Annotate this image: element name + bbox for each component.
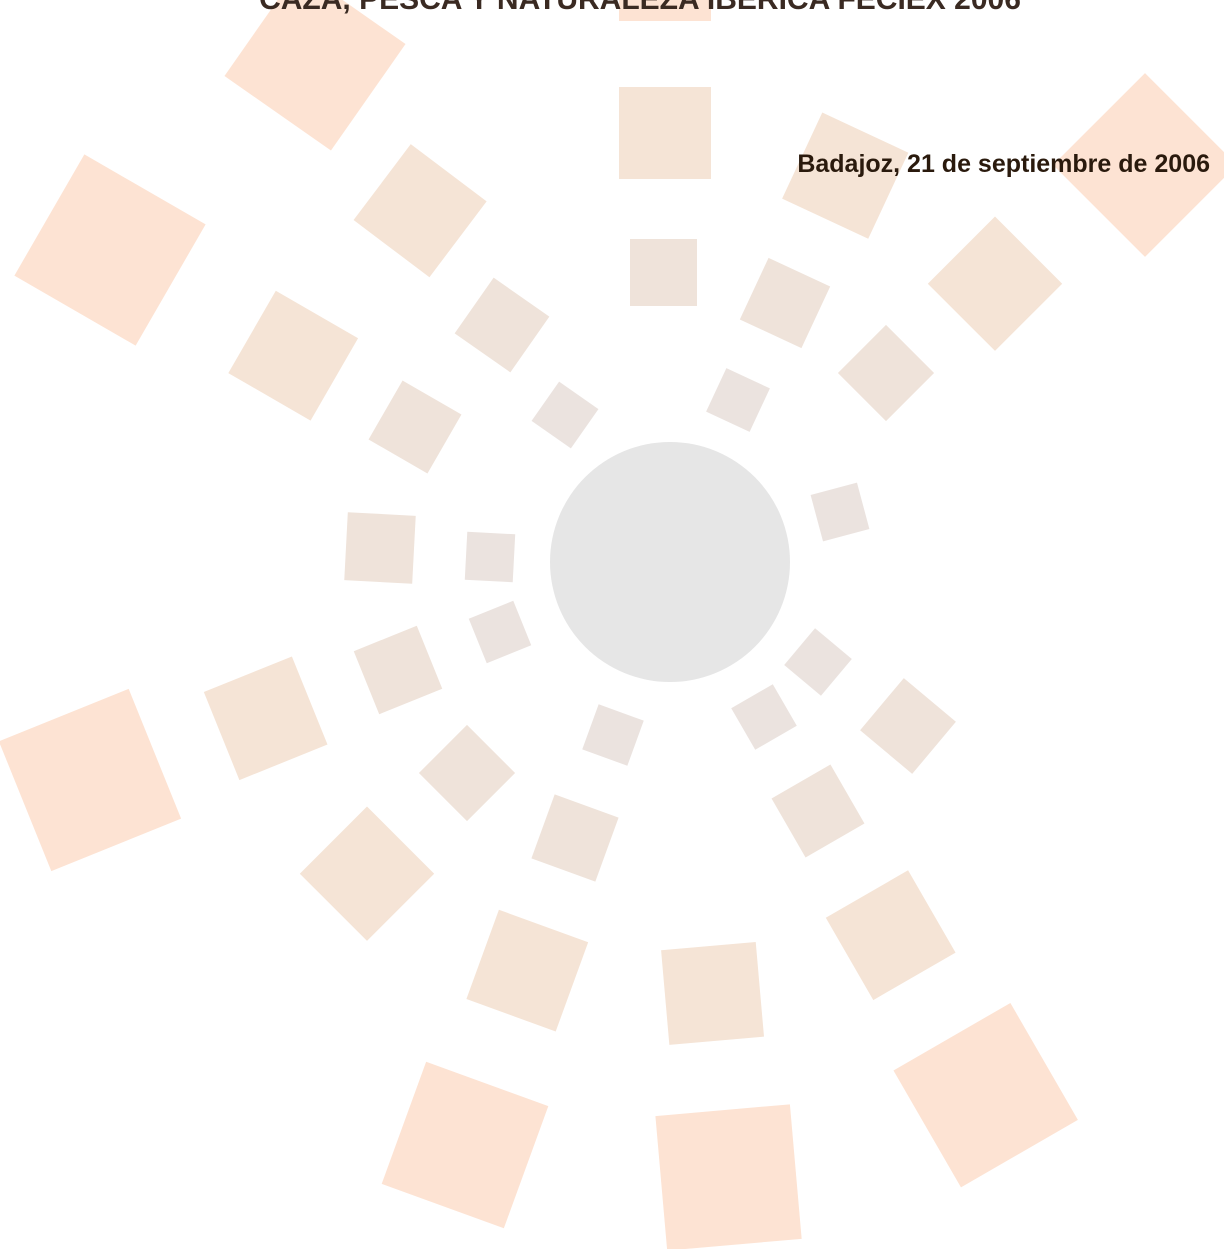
background-decoration — [0, 0, 1224, 1249]
page: {"document": {"title": "CAZA, PESCA Y NA… — [0, 0, 1224, 1249]
center-circle — [550, 442, 790, 682]
date: Badajoz, 21 de septiembre de 2006 — [797, 150, 1210, 179]
title: CAZA, PESCA Y NATURALEZA IBÉRICA FECIEX … — [0, 0, 1224, 17]
